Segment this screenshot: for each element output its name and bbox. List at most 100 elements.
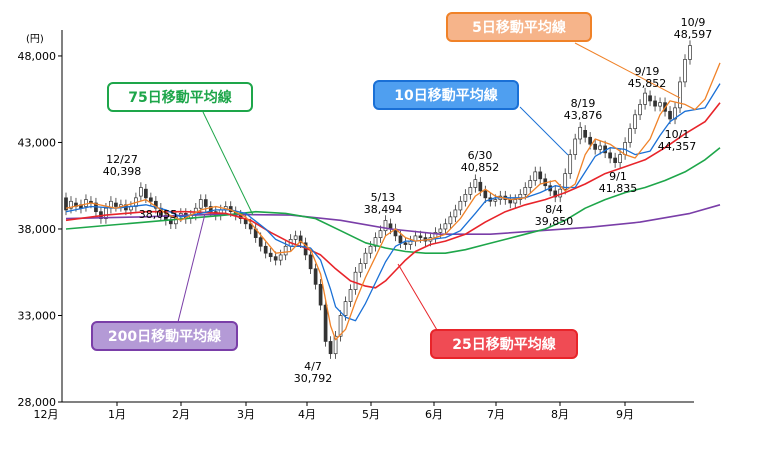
annotation-value: 45,852 (628, 77, 667, 90)
annotation-value: 41,835 (599, 182, 638, 195)
candle (368, 245, 373, 254)
candle (528, 180, 533, 188)
candle (313, 268, 318, 285)
annotation-value: 30,792 (294, 372, 333, 385)
candle (618, 154, 622, 163)
candle (688, 45, 692, 60)
candle (468, 187, 473, 195)
candle (403, 242, 408, 245)
candle (64, 197, 68, 211)
candle (598, 145, 602, 150)
candle (643, 92, 647, 105)
candle (278, 254, 283, 261)
leader-ma25 (397, 263, 438, 331)
x-tick-label: 3月 (237, 408, 255, 421)
annotation-value: 38,055 (139, 208, 178, 221)
x-tick-label: 6月 (425, 408, 443, 421)
candle (648, 95, 652, 102)
x-tick-label: 4月 (298, 408, 316, 421)
candle (418, 235, 423, 238)
x-tick-label: 2月 (172, 408, 190, 421)
candle (318, 283, 323, 306)
candle (104, 207, 108, 219)
candle (678, 81, 682, 109)
candle (383, 220, 388, 232)
candle (573, 138, 578, 155)
candle (308, 254, 313, 270)
ma200-line (65, 204, 721, 235)
leader-ma10 (519, 106, 569, 156)
legend-ma75: 75日移動平均線 (107, 82, 253, 112)
candle (114, 202, 118, 207)
candle (203, 199, 208, 207)
candle (633, 114, 637, 129)
candle (69, 200, 73, 209)
legend-ma200: 200日移動平均線 (91, 321, 238, 351)
candle (613, 157, 617, 163)
candle (558, 188, 563, 198)
candle (198, 199, 203, 209)
candle (333, 335, 338, 355)
y-axis-unit: (円) (26, 34, 44, 45)
annotation-date: 12/27 (106, 153, 138, 166)
annotation-date: 6/30 (468, 149, 493, 162)
x-tick-label: 1月 (108, 408, 126, 421)
candle (513, 199, 518, 204)
candle (628, 128, 632, 143)
candle (578, 126, 583, 140)
annotation-value: 40,398 (103, 165, 142, 178)
annotation-value: 48,597 (674, 28, 713, 41)
candle (373, 237, 378, 247)
candle (343, 301, 348, 316)
candle (448, 216, 453, 225)
candle (398, 235, 403, 244)
candle (358, 263, 363, 273)
y-tick-label: 33,000 (18, 309, 57, 322)
leader-ma5 (574, 42, 681, 99)
y-tick-label: 43,000 (18, 136, 57, 149)
annotation-date: 5/13 (371, 191, 396, 204)
candle (453, 209, 458, 218)
candle (363, 252, 368, 264)
annotation-date: 8/4 (545, 203, 563, 216)
candle (653, 100, 657, 107)
annotation-date: 9/1 (609, 170, 627, 183)
candle (623, 142, 627, 155)
annotation-value: 40,852 (461, 161, 500, 174)
candle (473, 179, 478, 188)
annotation-date: 8/19 (571, 97, 596, 110)
candle (518, 194, 523, 200)
candle (149, 197, 153, 202)
annotation-date: 10/9 (681, 16, 706, 29)
candle (588, 136, 593, 145)
candle (483, 190, 488, 199)
candle (298, 235, 303, 244)
candle (348, 289, 353, 302)
candle (478, 181, 483, 192)
candle (328, 341, 333, 355)
ma75-line (65, 147, 721, 254)
x-tick-label: 8月 (551, 408, 569, 421)
annotation-value: 39,850 (535, 215, 574, 228)
candle (139, 187, 143, 197)
legend-ma5: 5日移動平均線 (446, 12, 592, 42)
candle (553, 190, 558, 198)
candle (144, 188, 148, 199)
candle (443, 223, 448, 230)
candle (533, 171, 538, 181)
candle (493, 199, 498, 202)
annotation-date: 4/7 (304, 360, 322, 373)
y-tick-label: 28,000 (18, 396, 57, 409)
candle (438, 228, 443, 233)
candle (538, 171, 543, 180)
candle (563, 173, 568, 190)
candle (668, 110, 672, 120)
x-tick-label: 7月 (487, 408, 505, 421)
annotation-value: 38,494 (364, 203, 403, 216)
candle (273, 256, 278, 261)
candle (378, 230, 383, 238)
candle (263, 245, 268, 254)
candle (353, 271, 358, 290)
y-tick-label: 48,000 (18, 50, 57, 63)
